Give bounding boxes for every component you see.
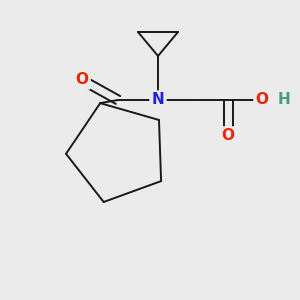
Text: O: O bbox=[256, 92, 268, 107]
Text: H: H bbox=[278, 92, 290, 107]
Text: N: N bbox=[152, 92, 164, 107]
Text: O: O bbox=[76, 73, 88, 88]
Text: O: O bbox=[221, 128, 235, 143]
